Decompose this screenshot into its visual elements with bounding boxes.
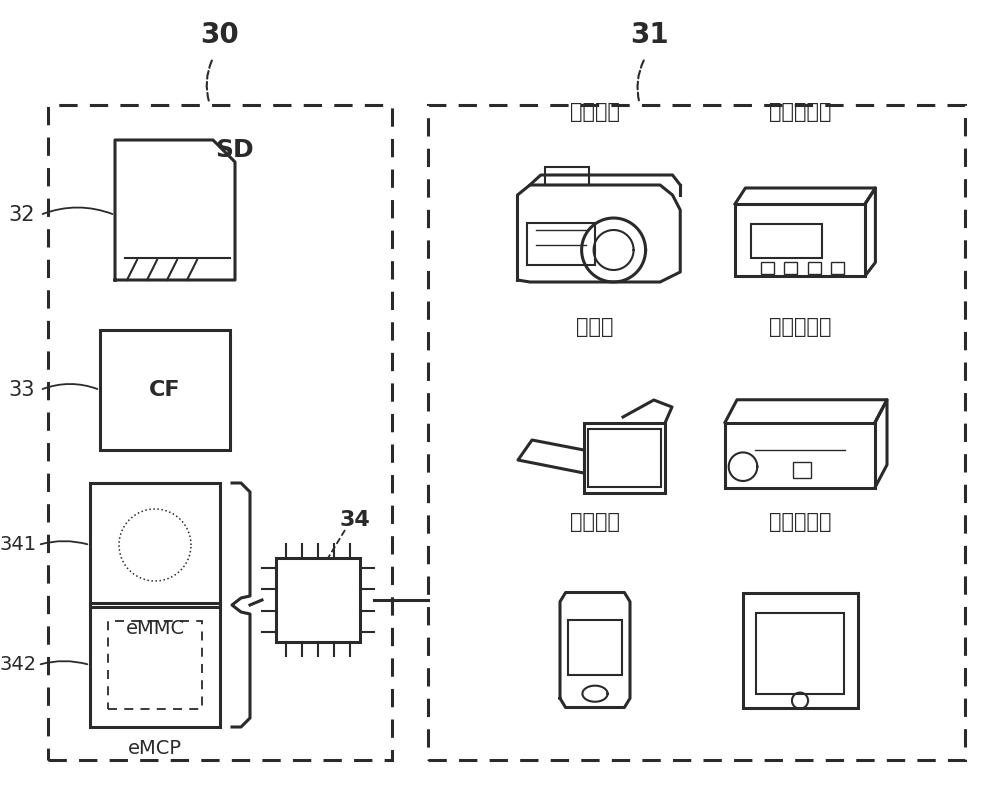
Bar xyxy=(831,263,844,274)
Text: 30: 30 xyxy=(201,21,239,49)
Text: 342: 342 xyxy=(0,656,37,675)
Bar xyxy=(48,105,392,760)
Bar xyxy=(90,483,220,607)
Text: eMMC: eMMC xyxy=(125,619,185,638)
Bar xyxy=(588,429,661,487)
Text: 视频播放器: 视频播放器 xyxy=(769,317,831,337)
Text: CF: CF xyxy=(149,380,181,400)
Bar xyxy=(756,613,844,694)
Bar xyxy=(761,263,774,274)
Bar xyxy=(108,621,202,709)
Bar xyxy=(527,223,595,265)
Bar xyxy=(100,330,230,450)
Bar xyxy=(545,167,589,185)
Bar xyxy=(725,422,875,487)
Bar xyxy=(808,263,821,274)
Text: eMCP: eMCP xyxy=(128,740,182,759)
Text: 摄像机: 摄像机 xyxy=(576,317,614,337)
Text: 33: 33 xyxy=(9,380,35,400)
Bar xyxy=(784,263,797,274)
Bar xyxy=(792,462,810,478)
Text: SD: SD xyxy=(216,138,254,162)
Text: 平板计算机: 平板计算机 xyxy=(769,512,831,532)
Bar xyxy=(90,603,220,727)
Text: 音频播放器: 音频播放器 xyxy=(769,102,831,122)
Bar xyxy=(735,204,865,276)
Bar xyxy=(568,620,622,676)
Text: 通信装置: 通信装置 xyxy=(570,512,620,532)
Bar xyxy=(584,423,665,493)
Bar xyxy=(276,558,360,642)
Bar xyxy=(428,105,965,760)
Text: 34: 34 xyxy=(340,510,370,530)
Text: 31: 31 xyxy=(631,21,669,49)
Text: 32: 32 xyxy=(9,205,35,225)
Bar xyxy=(742,592,858,707)
Text: 数码相机: 数码相机 xyxy=(570,102,620,122)
Bar xyxy=(751,224,822,258)
Text: 341: 341 xyxy=(0,536,37,554)
